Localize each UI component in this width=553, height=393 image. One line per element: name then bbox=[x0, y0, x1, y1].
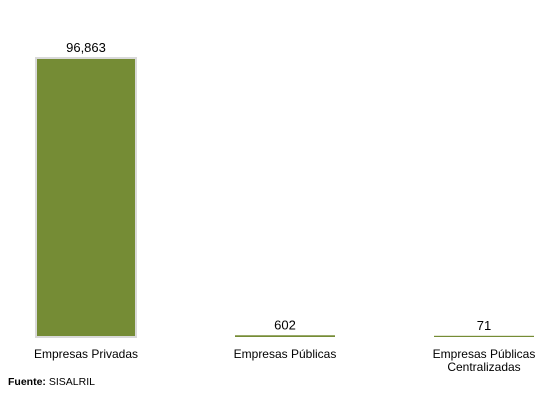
category-label-0: Empresas Privadas bbox=[33, 347, 139, 361]
bar-0 bbox=[35, 57, 137, 338]
category-label-2: Empresas Públicas Centralizadas bbox=[432, 347, 536, 374]
data-label-2: 71 bbox=[477, 318, 491, 333]
value-labels-group: 96,863 602 71 bbox=[66, 40, 491, 333]
data-label-1: 602 bbox=[274, 317, 296, 332]
bar-1 bbox=[235, 335, 335, 337]
bars-group bbox=[35, 57, 534, 338]
bar-2 bbox=[434, 335, 534, 337]
category-label-1: Empresas Públicas bbox=[233, 347, 337, 361]
source-label: Fuente: bbox=[8, 376, 46, 388]
data-label-0: 96,863 bbox=[66, 40, 106, 55]
source-value: SISALRIL bbox=[48, 376, 95, 388]
source-note: Fuente: SISALRIL bbox=[8, 376, 95, 388]
